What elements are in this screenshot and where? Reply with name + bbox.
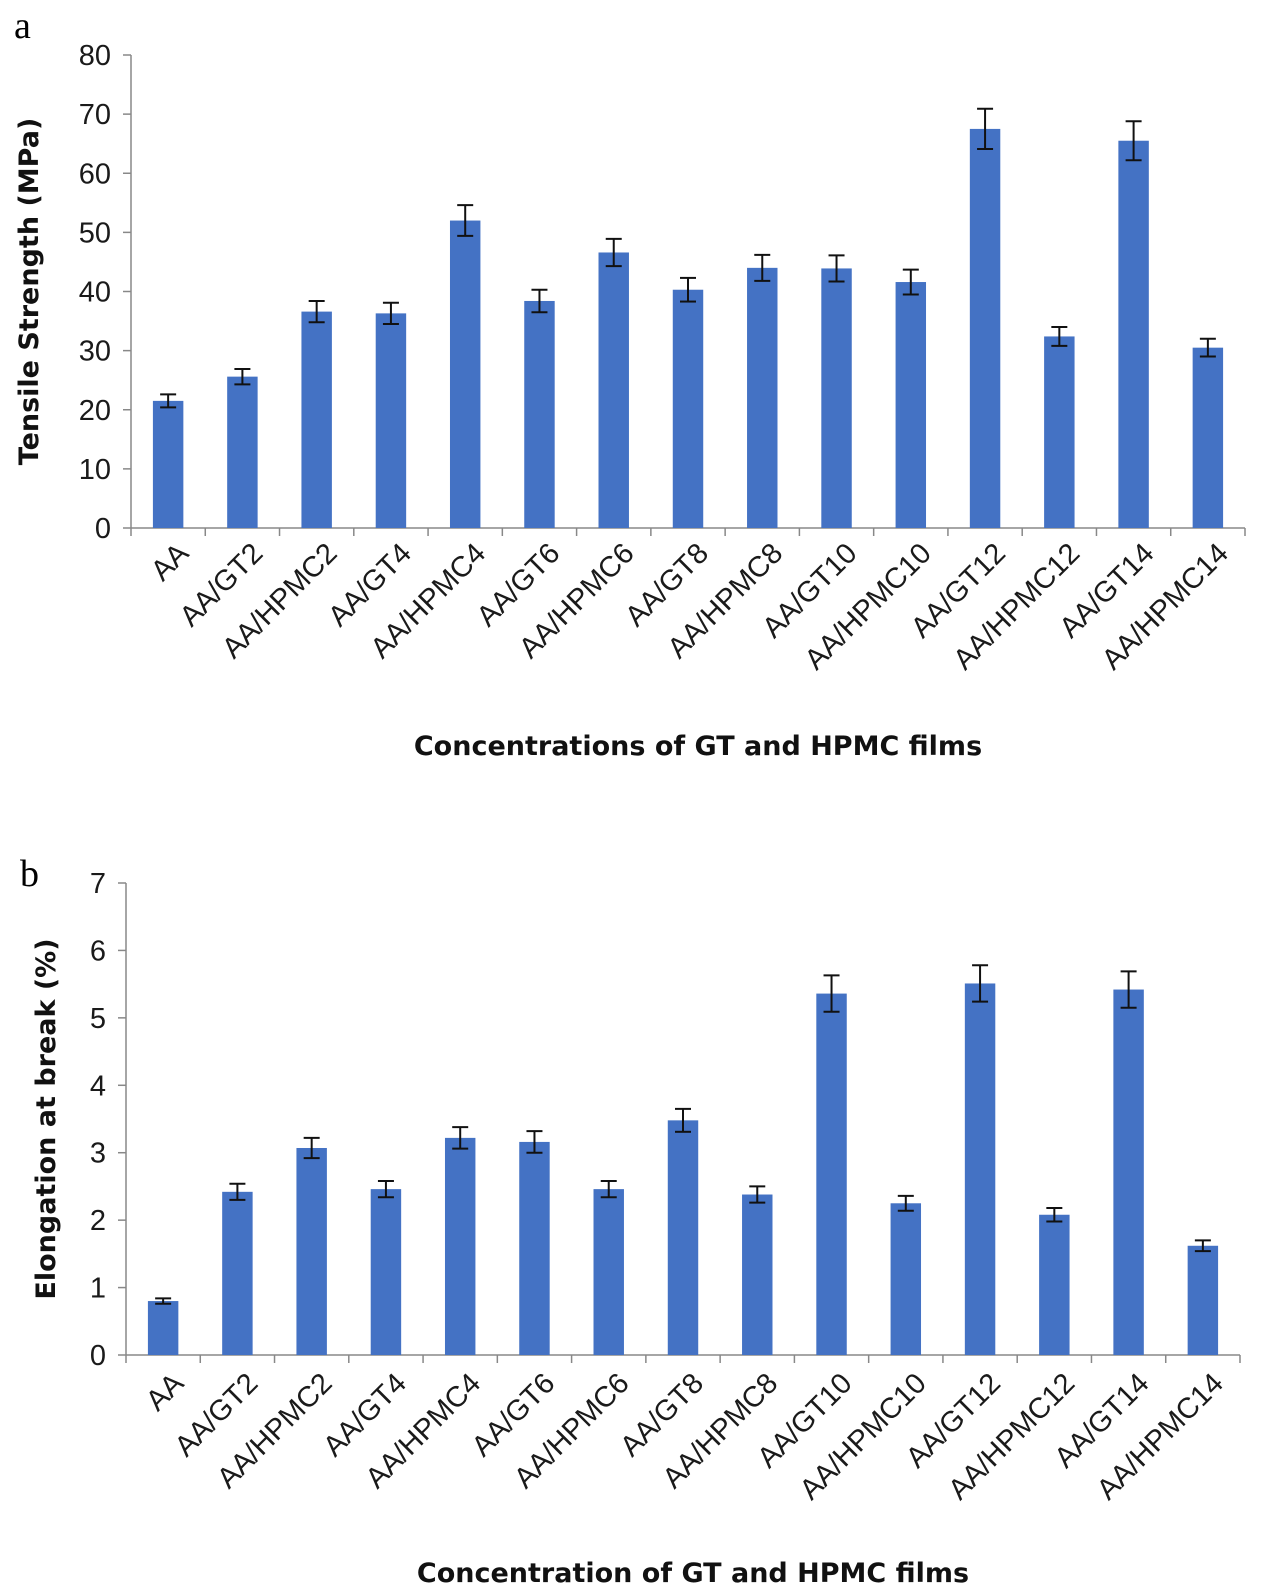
error-bar xyxy=(1125,120,1142,162)
error-bar xyxy=(902,268,919,296)
error-bar xyxy=(457,204,474,237)
bar xyxy=(227,376,258,528)
error-bar xyxy=(605,237,622,268)
bar xyxy=(1039,1214,1070,1355)
y-tick-label: 6 xyxy=(90,935,106,967)
error-bar xyxy=(828,254,845,283)
error-bar xyxy=(600,1180,617,1199)
y-tick-label: 70 xyxy=(79,99,111,131)
y-tick-label: 5 xyxy=(90,1003,106,1035)
y-tick-label: 60 xyxy=(79,158,111,190)
x-axis-title: Concentration of GT and HPMC films xyxy=(417,1558,969,1589)
error-bar xyxy=(452,1126,469,1150)
bar xyxy=(1044,336,1075,528)
y-tick-label: 1 xyxy=(90,1273,106,1305)
y-tick-label: 4 xyxy=(90,1070,106,1102)
bar xyxy=(152,400,184,528)
y-tick-label: 40 xyxy=(79,277,111,309)
y-tick-label: 20 xyxy=(79,395,111,427)
bar xyxy=(593,1189,624,1355)
error-bar xyxy=(680,276,696,303)
bar xyxy=(964,983,996,1355)
error-bar xyxy=(303,1136,320,1160)
bar xyxy=(370,1189,402,1355)
bar xyxy=(742,1194,773,1355)
bar xyxy=(449,220,481,529)
error-bar xyxy=(160,393,177,409)
bar xyxy=(1192,347,1224,528)
error-bar xyxy=(972,964,989,1003)
bar xyxy=(747,267,778,528)
bar xyxy=(147,1301,179,1355)
bar xyxy=(895,282,927,528)
y-tick-label: 0 xyxy=(95,513,111,545)
error-bar xyxy=(1120,970,1137,1009)
y-tick-label: 0 xyxy=(90,1340,106,1372)
x-axis-title: Concentrations of GT and HPMC films xyxy=(414,731,982,762)
bar xyxy=(667,1120,699,1355)
chart-panel-a: a01020304050607080AAAA/GT2AA/HPMC2AA/GT4… xyxy=(14,5,1246,762)
error-bar xyxy=(749,1185,766,1204)
y-tick-label: 50 xyxy=(79,217,111,249)
y-axis-title: Elongation at break (%) xyxy=(31,938,62,1299)
error-bar xyxy=(754,253,771,282)
y-tick-label: 10 xyxy=(79,454,111,486)
error-bar xyxy=(1199,337,1216,358)
x-tick-label: AA xyxy=(140,1367,190,1417)
bar xyxy=(1187,1245,1219,1355)
error-bar xyxy=(377,1180,394,1199)
y-tick-label: 2 xyxy=(90,1205,106,1237)
bar xyxy=(222,1191,253,1355)
chart-panel-b: b01234567AAAA/GT2AA/HPMC2AA/GT4AA/HPMC4A… xyxy=(20,853,1241,1589)
bar xyxy=(816,993,847,1355)
error-bar xyxy=(234,367,251,386)
bar xyxy=(672,289,704,528)
error-bar xyxy=(382,301,399,326)
error-bar xyxy=(229,1182,246,1201)
error-bar xyxy=(1046,1207,1063,1223)
bar xyxy=(890,1203,922,1355)
y-tick-label: 3 xyxy=(90,1138,106,1170)
error-bar xyxy=(823,974,840,1013)
bar xyxy=(598,252,629,529)
y-tick-label: 30 xyxy=(79,336,111,368)
error-bar xyxy=(897,1194,914,1212)
error-bar xyxy=(155,1297,172,1305)
bar xyxy=(375,313,407,528)
y-axis-title: Tensile Strength (MPa) xyxy=(14,118,45,466)
y-tick-label: 7 xyxy=(90,868,106,900)
error-bar xyxy=(675,1107,691,1133)
error-bar xyxy=(531,288,548,314)
bar xyxy=(969,128,1001,528)
x-tick-label: AA xyxy=(145,537,195,587)
bar xyxy=(1118,140,1149,528)
error-bar xyxy=(526,1130,543,1154)
bar xyxy=(296,1147,327,1355)
bar xyxy=(301,311,332,528)
bar xyxy=(821,268,852,528)
bar xyxy=(524,300,555,528)
error-bar xyxy=(977,107,994,151)
bar xyxy=(519,1141,550,1355)
y-tick-label: 80 xyxy=(79,40,111,72)
error-bar xyxy=(1194,1239,1211,1253)
bar xyxy=(444,1137,476,1355)
error-bar xyxy=(1051,325,1068,347)
panel-letter: a xyxy=(14,5,31,47)
error-bar xyxy=(308,299,325,324)
bar xyxy=(1113,989,1144,1355)
panel-letter: b xyxy=(20,853,39,895)
